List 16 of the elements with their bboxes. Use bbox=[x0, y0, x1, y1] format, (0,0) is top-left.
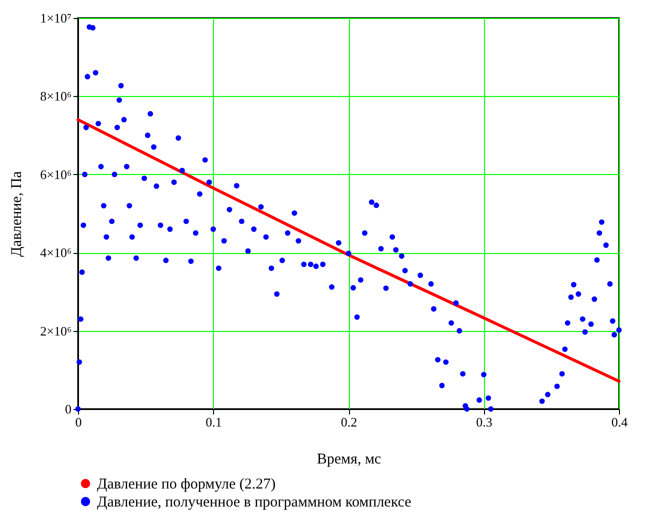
x-tick-label: 0 bbox=[75, 414, 82, 430]
x-tick-label: 0.3 bbox=[476, 414, 492, 430]
y-axis-title: Давление, Па bbox=[9, 170, 26, 257]
y-tick-label: 6×10⁶ bbox=[40, 166, 72, 182]
y-tick-label: 2×10⁶ bbox=[40, 323, 72, 338]
x-tick-label: 0.2 bbox=[340, 414, 358, 430]
legend-label: Давление, полученное в программном комплексе bbox=[97, 494, 412, 510]
x-axis-title: Время, мс bbox=[316, 452, 382, 468]
y-tick-label: 1×10⁷ bbox=[40, 10, 72, 26]
x-tick-label: 0.4 bbox=[611, 414, 628, 430]
line-series bbox=[76, 118, 620, 383]
y-tick-label: 0 bbox=[65, 402, 72, 416]
y-tick-label: 8×10⁶ bbox=[40, 88, 72, 104]
legend-label: Давление по формуле (2.27) bbox=[97, 476, 276, 492]
y-tick-label: 4×10⁶ bbox=[40, 245, 72, 260]
x-tick-label: 0.1 bbox=[206, 414, 222, 430]
